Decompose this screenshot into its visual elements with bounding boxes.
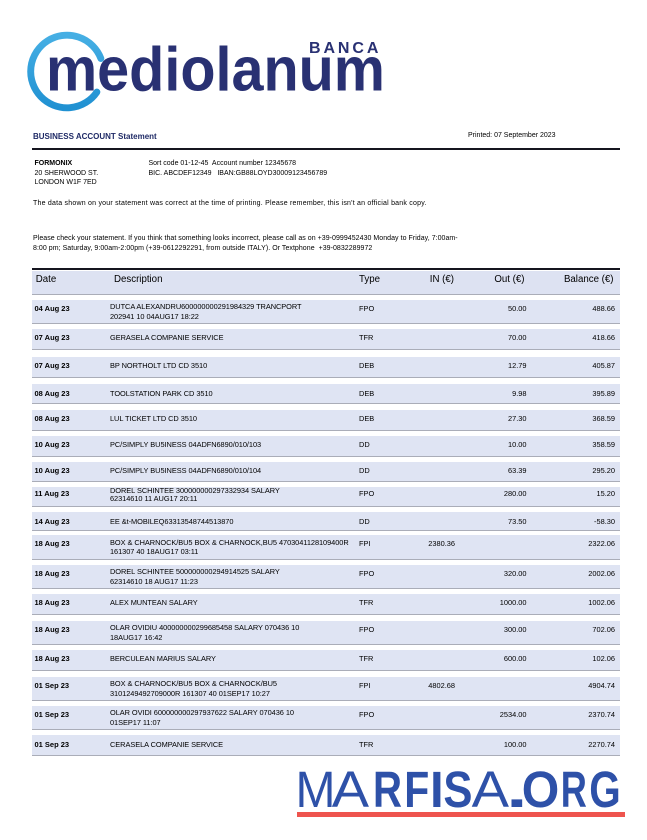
svg-text:A: A — [332, 761, 369, 818]
svg-text:S: S — [443, 761, 472, 818]
svg-text:mediolanum: mediolanum — [46, 36, 385, 105]
svg-text:G: G — [589, 761, 621, 818]
svg-text:O: O — [522, 761, 560, 818]
svg-text:R: R — [373, 761, 402, 818]
svg-text:I: I — [430, 761, 444, 818]
svg-text:BANCA: BANCA — [309, 40, 381, 57]
svg-text:F: F — [404, 761, 429, 818]
svg-text:R: R — [561, 761, 587, 818]
svg-text:A: A — [472, 761, 510, 818]
svg-text:M: M — [296, 761, 336, 818]
svg-text:.: . — [506, 761, 527, 818]
